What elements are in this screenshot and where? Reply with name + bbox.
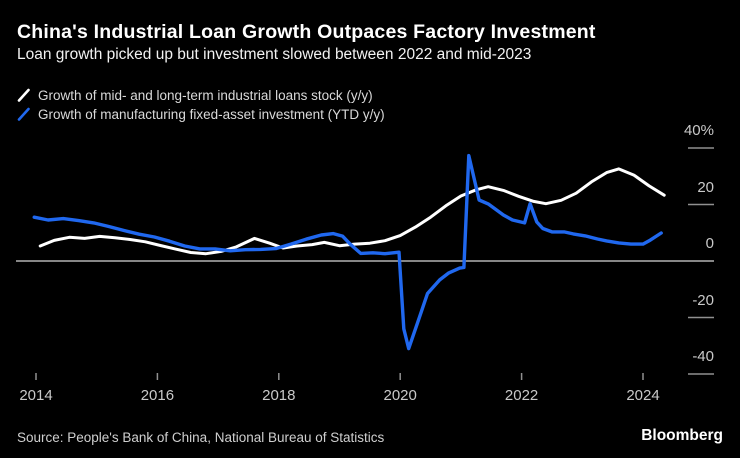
x-axis-tick-label: 2014 [19,387,53,404]
x-axis-tick-label: 2016 [140,387,175,404]
x-axis-tick-label: 2020 [383,387,417,404]
legend-item-loans: Growth of mid- and long-term industrial … [17,86,385,104]
legend-item-investment-label: Growth of manufacturing fixed-asset inve… [38,106,385,122]
loans-line [38,167,666,256]
chart-title: China's Industrial Loan Growth Outpaces … [17,21,596,43]
x-axis-tick-label: 2018 [262,387,296,404]
y-axis-tick-label: -40 [692,348,714,365]
investment-line [32,153,663,351]
y-axis-tick-label: -20 [692,291,714,309]
y-axis-tick-label: 0 [705,235,714,252]
loans-line-swatch-icon [17,88,30,102]
legend-item-loans-label: Growth of mid- and long-term industrial … [38,87,373,103]
x-axis-tick-label: 2024 [626,387,660,404]
y-axis-tick-label: 20 [697,178,714,196]
investment-line-swatch-icon [17,107,30,121]
legend-item-investment: Growth of manufacturing fixed-asset inve… [17,105,385,123]
chart-subtitle: Loan growth picked up but investment slo… [17,46,532,63]
bloomberg-logo: Bloomberg [641,427,723,444]
x-axis-tick-label: 2022 [504,387,539,404]
source-note: Source: People's Bank of China, National… [17,430,385,445]
y-axis-tick-label: 40% [683,122,714,139]
legend: Growth of mid- and long-term industrial … [17,86,385,123]
